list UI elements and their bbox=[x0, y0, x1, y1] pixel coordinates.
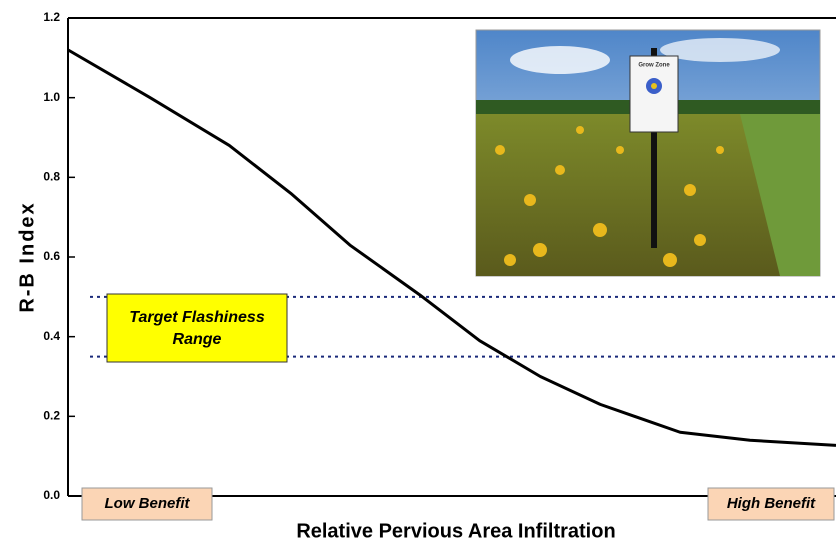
y-tick-label: 1.2 bbox=[43, 10, 60, 24]
x-axis-label: Relative Pervious Area Infiltration bbox=[296, 520, 615, 542]
low-benefit-box bbox=[81, 487, 213, 521]
high-benefit-label: High Benefit bbox=[727, 495, 816, 512]
line bbox=[67, 48, 836, 447]
y-tick-label: 0.0 bbox=[43, 488, 60, 502]
y-tick-label: 0.4 bbox=[43, 329, 60, 343]
y-tick-label: 0.2 bbox=[43, 409, 60, 423]
y-tick-label: 0.8 bbox=[43, 170, 60, 184]
inset-sign-text: Grow Zone bbox=[638, 63, 670, 69]
target-annotation: Target Flashiness Range bbox=[129, 309, 265, 348]
low-benefit-label: Low Benefit bbox=[105, 495, 191, 512]
y-tick-label: 0.6 bbox=[43, 249, 60, 263]
y-tick-label: 1.0 bbox=[43, 90, 60, 104]
y-axis-label: R-B Index bbox=[16, 201, 38, 312]
high-benefit-box bbox=[707, 487, 835, 521]
inset-photo: Grow Zone bbox=[475, 29, 821, 277]
target-box bbox=[106, 293, 288, 363]
